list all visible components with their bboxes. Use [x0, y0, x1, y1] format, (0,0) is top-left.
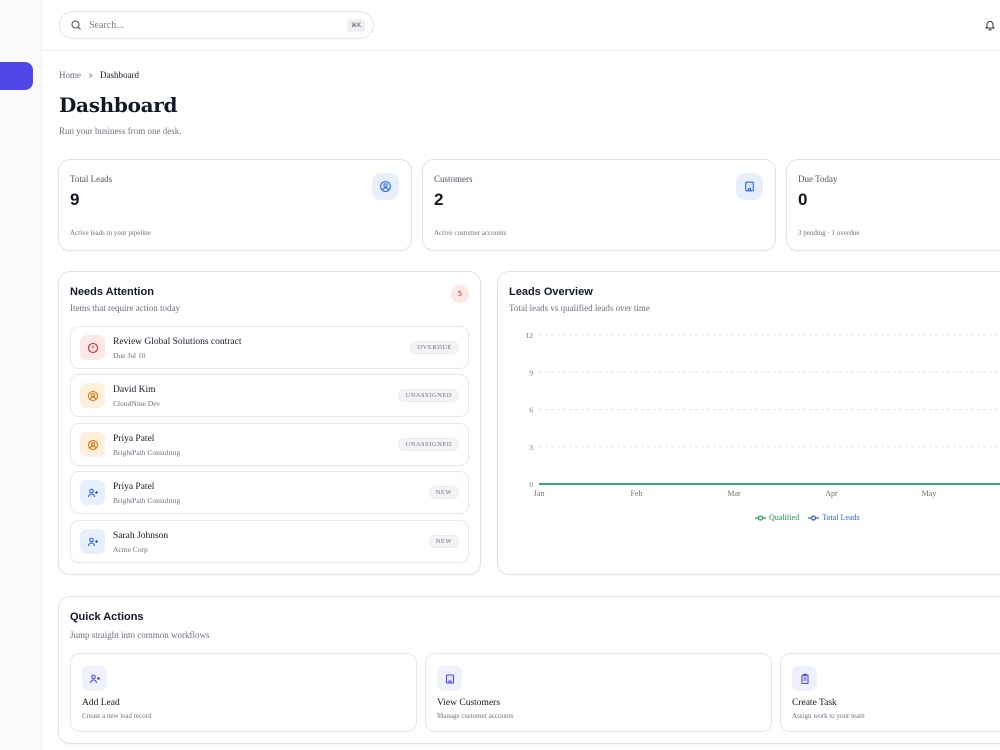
- status-badge: NEW: [428, 486, 459, 499]
- attention-item-title: Priya Patel: [113, 434, 155, 444]
- stat-label: Customers: [434, 174, 473, 184]
- stat-card-due-today[interactable]: Due Today 0 3 pending · 1 overdue: [786, 159, 1000, 251]
- chart-legend: Qualified Total Leads: [755, 513, 860, 522]
- card-title: Quick Actions: [70, 611, 144, 623]
- stat-footnote: Active leads in your pipeline: [70, 229, 151, 237]
- legend-item-qualified[interactable]: Qualified: [755, 513, 799, 522]
- quick-action-subtitle: Create a new lead record: [82, 712, 152, 720]
- create-task-button[interactable]: Create Task Assign work to your team: [780, 653, 1000, 732]
- attention-item[interactable]: Sarah Johnson Acme Corp NEW: [70, 520, 469, 563]
- attention-item-title: David Kim: [113, 385, 156, 395]
- breadcrumb-home[interactable]: Home: [59, 70, 81, 80]
- attention-item[interactable]: David Kim CloudNine Dev UNASSIGNED: [70, 374, 469, 417]
- attention-item-subtitle: BrightPath Consulting: [113, 496, 181, 505]
- card-title: Needs Attention: [70, 286, 154, 298]
- attention-item[interactable]: Review Global Solutions contract Due Jul…: [70, 326, 469, 369]
- y-tick-label: 6: [529, 406, 533, 415]
- stat-card-customers[interactable]: Customers 2 Active customer accounts: [422, 159, 776, 251]
- alert-circle-icon: [80, 335, 105, 360]
- user-circle-icon: [372, 173, 399, 200]
- attention-item-subtitle: Acme Corp: [113, 545, 148, 554]
- page-title: Dashboard: [59, 93, 178, 117]
- attention-count-badge: 5: [451, 285, 469, 303]
- status-badge: NEW: [428, 535, 459, 548]
- bell-icon[interactable]: [984, 19, 996, 31]
- status-badge: UNASSIGNED: [398, 389, 459, 402]
- y-tick-label: 0: [529, 480, 533, 489]
- user-plus-icon: [80, 480, 105, 505]
- attention-item-title: Priya Patel: [113, 482, 155, 492]
- stat-footnote: 3 pending · 1 overdue: [798, 229, 860, 237]
- attention-item-subtitle: BrightPath Consulting: [113, 448, 181, 457]
- quick-action-title: View Customers: [437, 698, 501, 708]
- stat-value: 2: [434, 190, 444, 209]
- building-icon: [736, 173, 763, 200]
- card-subtitle: Items that require action today: [70, 303, 180, 313]
- search-icon: [71, 20, 81, 30]
- y-tick-label: 9: [529, 368, 533, 377]
- card-subtitle: Jump straight into common workflows: [70, 630, 210, 640]
- page-subtitle: Run your business from one desk.: [59, 126, 182, 136]
- attention-item-title: Sarah Johnson: [113, 531, 169, 541]
- x-tick-label: Apr: [825, 489, 838, 498]
- leads-overview-card: Leads Overview Total leads vs qualified …: [497, 271, 1000, 575]
- stat-footnote: Active customer accounts: [434, 229, 507, 237]
- stat-card-total-leads[interactable]: Total Leads 9 Active leads in your pipel…: [58, 159, 412, 251]
- legend-label: Total Leads: [822, 513, 860, 522]
- chevron-right-icon: [89, 72, 93, 78]
- x-tick-label: Mar: [727, 489, 741, 498]
- sidebar: [0, 0, 42, 750]
- y-tick-label: 12: [526, 331, 534, 340]
- needs-attention-card: Needs Attention Items that require actio…: [58, 271, 481, 575]
- top-header: ⌘K: [42, 0, 1000, 51]
- search-bar[interactable]: ⌘K: [59, 11, 374, 39]
- quick-action-title: Add Lead: [82, 698, 120, 708]
- sidebar-item-dashboard-active[interactable]: [0, 62, 33, 90]
- quick-action-title: Create Task: [792, 698, 837, 708]
- search-input[interactable]: [89, 19, 329, 31]
- quick-action-subtitle: Assign work to your team: [792, 712, 865, 720]
- legend-marker-icon: [808, 514, 820, 521]
- y-tick-label: 3: [529, 443, 533, 452]
- legend-label: Qualified: [769, 513, 800, 522]
- attention-item-title: Review Global Solutions contract: [113, 337, 242, 347]
- status-badge: OVERDUE: [410, 341, 459, 354]
- x-tick-label: Jan: [534, 489, 545, 498]
- breadcrumb: Home Dashboard: [59, 70, 139, 80]
- stat-value: 9: [70, 190, 80, 209]
- card-subtitle: Total leads vs qualified leads over time: [509, 303, 650, 313]
- view-customers-button[interactable]: View Customers Manage customer accounts: [425, 653, 772, 732]
- add-lead-button[interactable]: Add Lead Create a new lead record: [70, 653, 417, 732]
- stat-value: 0: [798, 190, 808, 209]
- status-badge: UNASSIGNED: [398, 438, 459, 451]
- legend-item-total-leads[interactable]: Total Leads: [808, 513, 860, 522]
- search-shortcut: ⌘K: [347, 19, 365, 32]
- user-circle-icon: [80, 383, 105, 408]
- attention-item-subtitle: Due Jul 10: [113, 351, 146, 360]
- quick-action-subtitle: Manage customer accounts: [437, 712, 514, 720]
- user-plus-icon: [82, 666, 107, 691]
- card-title: Leads Overview: [509, 286, 593, 298]
- user-plus-icon: [80, 529, 105, 554]
- attention-item[interactable]: Priya Patel BrightPath Consulting UNASSI…: [70, 423, 469, 466]
- attention-item[interactable]: Priya Patel BrightPath Consulting NEW: [70, 471, 469, 514]
- clipboard-icon: [792, 666, 817, 691]
- attention-item-subtitle: CloudNine Dev: [113, 399, 161, 408]
- x-tick-label: May: [922, 489, 937, 498]
- building-icon: [437, 666, 462, 691]
- user-circle-icon: [80, 432, 105, 457]
- stat-label: Due Today: [798, 174, 838, 184]
- x-tick-label: Feb: [631, 489, 643, 498]
- stat-label: Total Leads: [70, 174, 113, 184]
- breadcrumb-current: Dashboard: [100, 70, 139, 80]
- legend-marker-icon: [755, 514, 766, 521]
